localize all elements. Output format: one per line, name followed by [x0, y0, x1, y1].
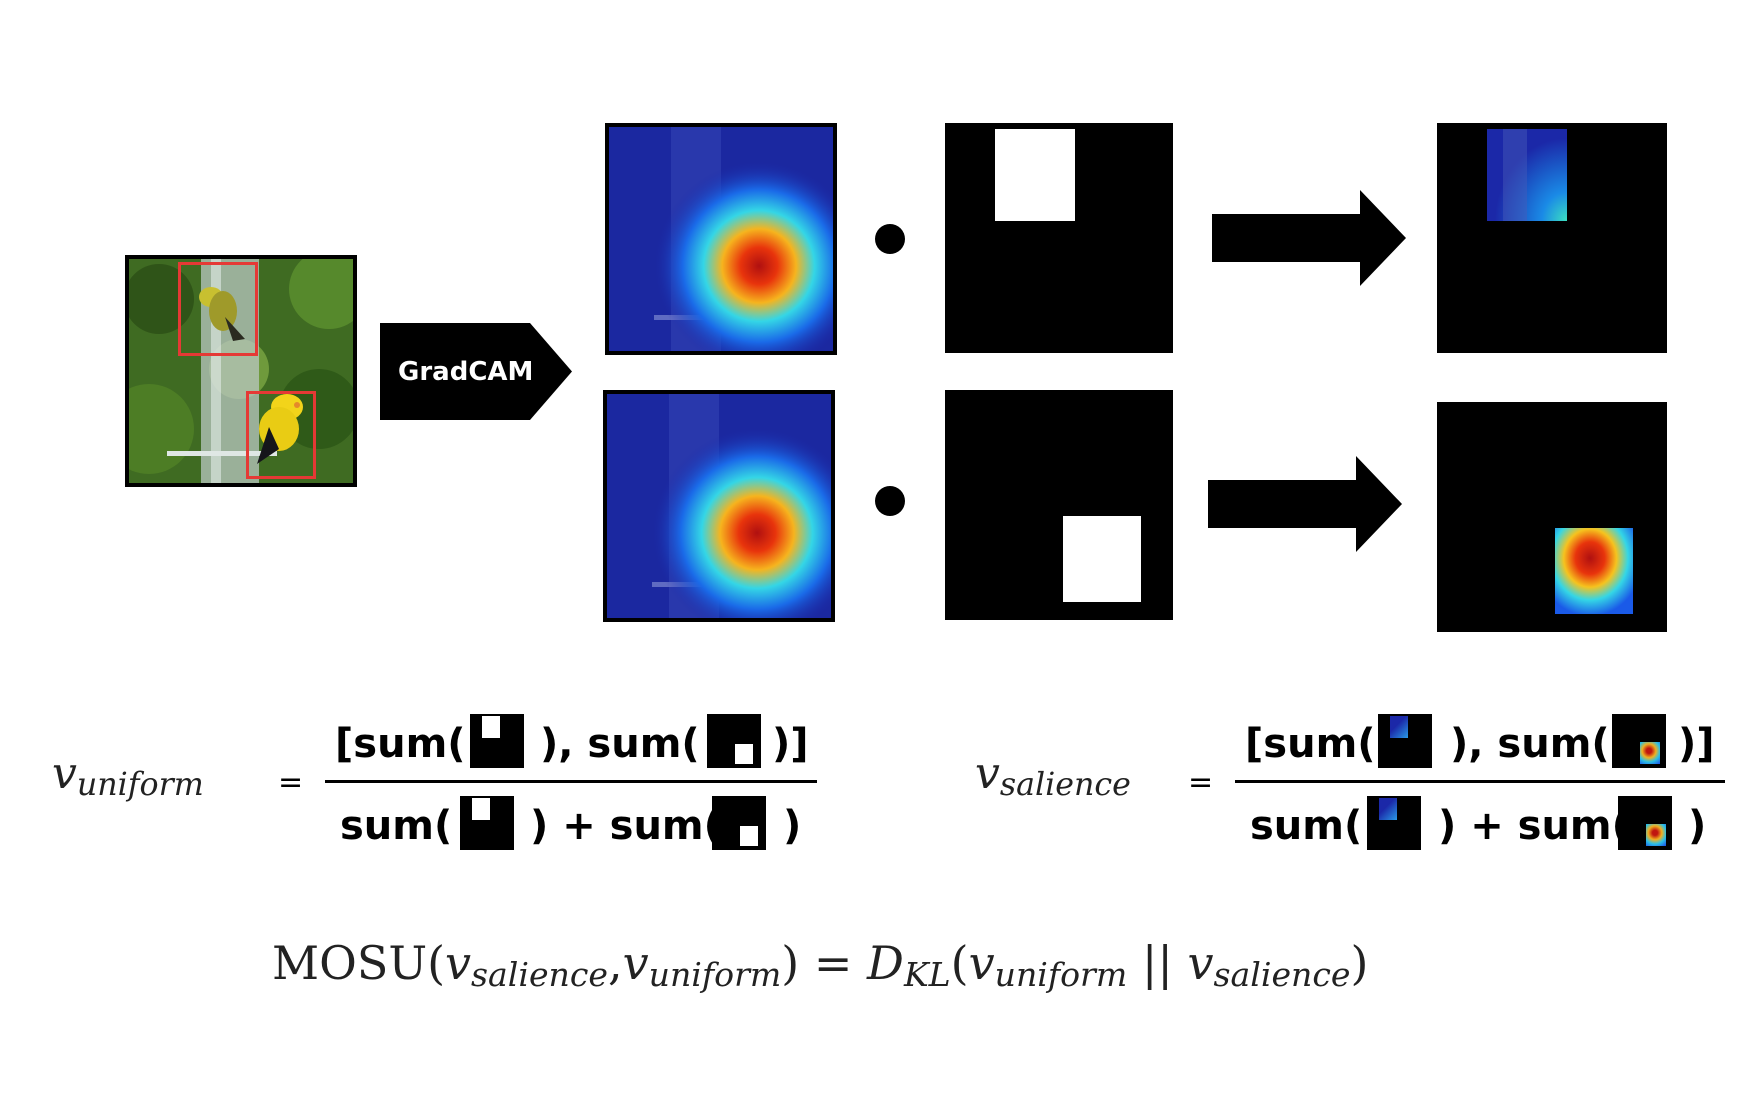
v-salience-symbol: vsalience	[975, 748, 1131, 803]
mask-top-white-region	[995, 129, 1075, 221]
uniform-numerator-close: )]	[772, 721, 809, 767]
salience-numerator: [sum(	[1245, 721, 1376, 767]
v-uniform-symbol: vuniform	[52, 748, 204, 803]
uniform-denominator: sum(	[340, 803, 453, 849]
gradcam-label: GradCAM	[398, 357, 534, 387]
multiply-dot-top	[875, 224, 905, 254]
salience-fraction-line	[1235, 780, 1725, 783]
uniform-numerator-mid: ), sum(	[540, 721, 700, 767]
masked-result-bottom	[1437, 402, 1667, 632]
bounding-box-bottom	[246, 391, 316, 479]
bird-feeder-image	[129, 259, 353, 483]
salience-den-thumb-bottom-heat	[1618, 796, 1672, 850]
salience-denominator: sum(	[1250, 803, 1363, 849]
uniform-num-thumb-bottom-mask	[707, 714, 761, 768]
uniform-denominator-close: )	[783, 803, 802, 849]
salience-num-thumb-bottom-heat	[1612, 714, 1666, 768]
result-arrow-top	[1212, 190, 1406, 286]
mask-bottom-white-region	[1063, 516, 1141, 602]
gradcam-heatmap-bottom	[603, 390, 835, 622]
masked-heatmap-top-region	[1487, 129, 1567, 221]
uniform-fraction-line	[325, 780, 817, 783]
masked-result-top	[1437, 123, 1667, 353]
uniform-equals: =	[278, 765, 304, 800]
result-arrow-bottom	[1208, 456, 1402, 552]
salience-num-thumb-top-heat	[1378, 714, 1432, 768]
uniform-num-thumb-top-mask	[470, 714, 524, 768]
salience-den-thumb-top-heat	[1367, 796, 1421, 850]
input-photo	[125, 255, 357, 487]
uniform-denominator-mid: ) + sum(	[530, 803, 722, 849]
mosu-equation: MOSU(vsalience,vuniform) = DKL(vuniform …	[272, 936, 1369, 995]
salience-numerator-mid: ), sum(	[1450, 721, 1610, 767]
salience-denominator-mid: ) + sum(	[1438, 803, 1630, 849]
multiply-dot-bottom	[875, 486, 905, 516]
uniform-numerator: [sum(	[335, 721, 466, 767]
gradcam-arrow: GradCAM	[380, 323, 572, 420]
mask-top	[945, 123, 1173, 353]
uniform-den-thumb-top-mask	[460, 796, 514, 850]
uniform-den-thumb-bottom-mask	[712, 796, 766, 850]
salience-equals: =	[1188, 765, 1214, 800]
gradcam-heatmap-top	[605, 123, 837, 355]
mosu-name: MOSU	[272, 936, 428, 990]
mask-bottom	[945, 390, 1173, 620]
salience-denominator-close: )	[1688, 803, 1707, 849]
bounding-box-top	[178, 262, 258, 356]
masked-heatmap-bottom-region	[1555, 528, 1633, 614]
salience-numerator-close: )]	[1678, 721, 1715, 767]
